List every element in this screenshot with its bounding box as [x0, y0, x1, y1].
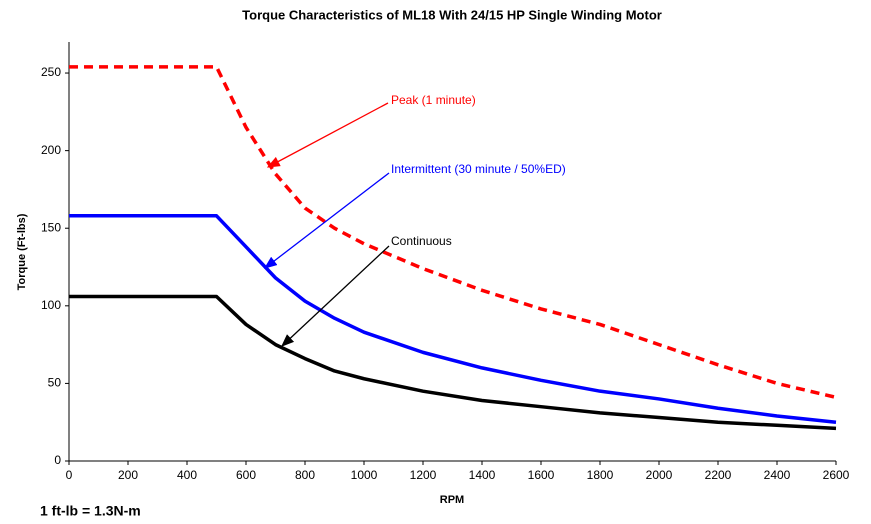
x-tick-label: 1800: [587, 468, 614, 482]
x-tick-label: 2600: [823, 468, 850, 482]
annotation: Continuous: [391, 234, 452, 248]
x-tick-label: 2000: [646, 468, 673, 482]
series-line: [69, 65, 837, 400]
annotation-arrow: [263, 172, 390, 269]
series-line: [69, 214, 837, 424]
y-axis-label: Torque (Ft-lbs): [16, 213, 28, 290]
x-tick-label: 1000: [351, 468, 378, 482]
x-tick-label: 800: [295, 468, 315, 482]
annotation-arrow: [266, 102, 389, 168]
annotation: Peak (1 minute): [391, 93, 476, 107]
y-tick-label: 50: [48, 376, 62, 390]
footnote: 1 ft-lb = 1.3N-m: [40, 503, 141, 519]
y-tick-label: 250: [41, 65, 61, 79]
chart-title: Torque Characteristics of ML18 With 24/1…: [242, 7, 662, 22]
y-tick-label: 150: [41, 220, 61, 234]
y-tick-label: 200: [41, 143, 61, 157]
series-line: [69, 294, 837, 431]
x-tick-label: 0: [66, 468, 73, 482]
x-tick-label: 400: [177, 468, 197, 482]
x-tick-label: 600: [236, 468, 256, 482]
annotation: Intermittent (30 minute / 50%ED): [391, 162, 566, 176]
annotation-arrow: [281, 245, 390, 347]
x-axis-label: RPM: [440, 494, 464, 506]
x-tick-label: 2400: [764, 468, 791, 482]
x-tick-label: 200: [118, 468, 138, 482]
x-tick-label: 1400: [469, 468, 496, 482]
x-tick-label: 1200: [410, 468, 437, 482]
y-tick-label: 0: [54, 453, 61, 467]
x-tick-label: 1600: [528, 468, 555, 482]
x-tick-label: 2200: [705, 468, 732, 482]
y-tick-label: 100: [41, 298, 61, 312]
